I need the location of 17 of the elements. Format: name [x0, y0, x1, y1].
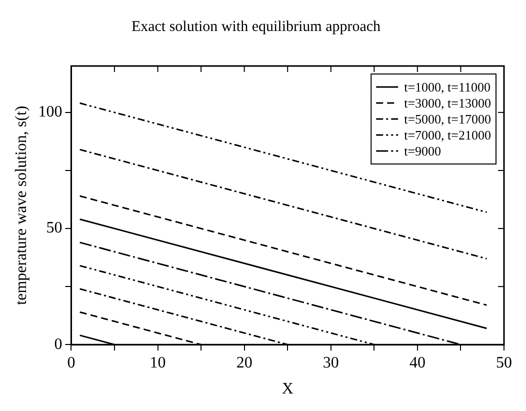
x-axis-title: X — [282, 380, 294, 398]
legend-label: t=9000 — [404, 143, 442, 158]
y-tick-label: 0 — [54, 336, 62, 353]
y-tick-label: 50 — [46, 220, 62, 237]
x-tick-label: 20 — [236, 354, 252, 372]
x-tick-label: 30 — [322, 354, 339, 372]
x-tick-label: 50 — [496, 354, 512, 372]
legend-label: t=7000, t=21000 — [404, 127, 492, 142]
x-tick-label: 10 — [150, 354, 166, 372]
y-axis-title: temperature wave solution, s(t) — [12, 106, 30, 305]
legend-label: t=1000, t=11000 — [404, 79, 491, 94]
x-tick-label: 40 — [409, 354, 426, 372]
chart-title: Exact solution with equilibrium approach — [131, 18, 382, 35]
x-tick-label: 0 — [67, 354, 76, 372]
legend-label: t=3000, t=13000 — [404, 95, 492, 110]
legend-label: t=5000, t=17000 — [404, 111, 492, 126]
y-tick-label: 100 — [38, 104, 62, 121]
